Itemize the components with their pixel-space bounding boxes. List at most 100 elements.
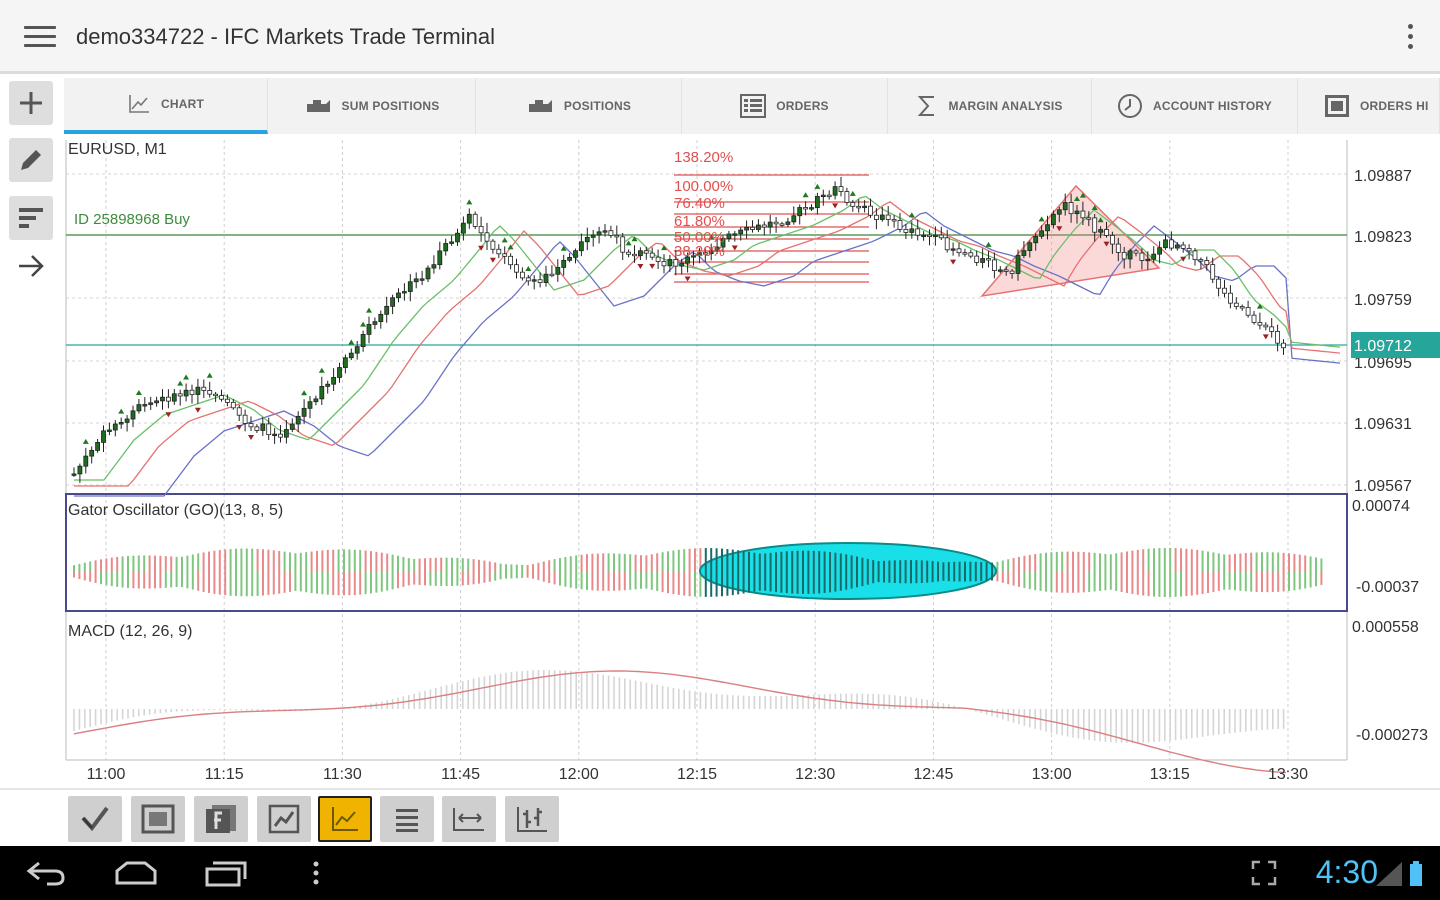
candle-body — [921, 234, 926, 238]
home-button[interactable] — [112, 854, 160, 892]
gator-scale-label: -0.00037 — [1356, 579, 1419, 596]
fractal-down — [1056, 226, 1063, 232]
candle-body — [95, 442, 101, 451]
price-axis-label: 1.09631 — [1354, 416, 1412, 433]
ellipse-drawing[interactable] — [699, 542, 997, 600]
candle-body — [1204, 260, 1210, 266]
width-icon — [453, 808, 484, 831]
candle-body — [584, 236, 590, 243]
candle-body — [472, 213, 478, 227]
candle-body — [927, 234, 932, 238]
fractal-down — [731, 245, 738, 251]
candle-body — [661, 261, 667, 267]
list-button[interactable] — [380, 796, 434, 842]
candle-body — [455, 232, 460, 243]
scale-button[interactable] — [442, 796, 496, 842]
candle-body — [708, 250, 714, 255]
draw-button[interactable] — [9, 138, 53, 182]
candle-body — [950, 248, 956, 251]
add-button[interactable] — [9, 81, 53, 125]
tab-orders[interactable]: ORDERS — [682, 78, 888, 134]
system-nav-bar: 4:30 — [0, 846, 1440, 900]
tab-orders-history[interactable]: ORDERS HI — [1298, 78, 1440, 134]
candle-body — [490, 240, 496, 250]
ohlc-icon — [517, 807, 547, 832]
candle-body — [77, 465, 83, 475]
tab-sum-positions[interactable]: SUM POSITIONS — [268, 78, 476, 134]
candle-body — [1257, 322, 1263, 326]
fractal-up — [560, 245, 567, 251]
candle-body — [1051, 213, 1056, 226]
candle-body — [1139, 252, 1145, 261]
candle-body — [437, 250, 443, 266]
candle-body — [862, 205, 867, 209]
position-label[interactable]: ID 25898968 Buy — [74, 211, 190, 228]
tab-chart[interactable]: CHART — [64, 78, 268, 134]
ohlc-bars-button[interactable] — [505, 796, 559, 842]
price-axis-label: 1.09759 — [1354, 292, 1412, 309]
screenshot-button[interactable] — [131, 796, 185, 842]
fractal-up — [366, 307, 372, 313]
menu-dots-button[interactable] — [306, 854, 326, 892]
candle-body — [496, 248, 502, 255]
macd-scale-label: 0.000558 — [1352, 619, 1419, 636]
list-icon — [740, 94, 767, 118]
candle-body — [1033, 235, 1039, 244]
checkmark-button[interactable] — [68, 796, 122, 842]
menu-icon[interactable] — [24, 24, 58, 50]
fib-label: 76.40% — [674, 195, 725, 212]
fractal-up — [177, 380, 184, 386]
candle-body — [1239, 306, 1245, 309]
pencil-icon — [21, 150, 41, 170]
candle-body — [224, 398, 230, 403]
gator-histogram — [73, 547, 1323, 598]
time-label: 13:30 — [1268, 766, 1308, 783]
frame-icon — [141, 804, 175, 834]
fullscreen-button[interactable] — [1248, 854, 1280, 892]
candle-body — [1180, 244, 1186, 249]
briefcase-icon — [306, 100, 330, 112]
tab-margin-analysis[interactable]: MARGIN ANALYSIS — [888, 78, 1092, 134]
tab-label: POSITIONS — [563, 99, 632, 113]
candle-body — [443, 243, 449, 252]
tab-account-history[interactable]: ACCOUNT HISTORY — [1092, 78, 1298, 134]
recents-button[interactable] — [202, 854, 250, 892]
candle-body — [974, 255, 980, 263]
fractal-down — [489, 257, 496, 263]
chart-canvas[interactable]: EURUSD, M1 ID 25898968 Buy Gator Oscilla… — [64, 134, 1440, 788]
fractal-up — [118, 408, 125, 414]
candle-body — [691, 255, 696, 258]
function-button[interactable] — [194, 796, 248, 842]
candle-body — [909, 228, 915, 233]
candle-body — [177, 393, 183, 397]
chart-area[interactable]: EURUSD, M1 ID 25898968 Buy Gator Oscilla… — [64, 134, 1440, 788]
candlestick-series — [71, 177, 1286, 483]
candle-body — [903, 228, 909, 233]
gator-panel-border — [65, 493, 1348, 612]
line-chart-button[interactable] — [318, 796, 372, 842]
candle-body — [844, 191, 850, 203]
fractal-down — [248, 434, 254, 440]
candle-body — [732, 233, 738, 236]
candle-body — [838, 186, 844, 192]
chart-type-button[interactable] — [257, 796, 311, 842]
navigate-button[interactable] — [9, 244, 53, 288]
candle-body — [744, 226, 749, 231]
candle-body — [626, 251, 631, 255]
overflow-menu-icon[interactable] — [1404, 22, 1416, 52]
fractal-down — [684, 276, 691, 282]
candle-body — [649, 252, 655, 258]
candle-body — [1216, 278, 1221, 289]
line-chart-icon — [332, 807, 358, 831]
indicators-button[interactable] — [9, 196, 53, 240]
candle-body — [183, 389, 189, 397]
candle-body — [1015, 255, 1021, 274]
candle-body — [608, 230, 614, 236]
candle-body — [1074, 210, 1080, 215]
candle-body — [885, 214, 891, 220]
candle-body — [579, 241, 584, 252]
tab-bar: CHART SUM POSITIONS POSITIONS ORDERS MAR… — [64, 78, 1440, 134]
back-button[interactable] — [24, 854, 68, 892]
candle-body — [508, 255, 514, 266]
tab-positions[interactable]: POSITIONS — [476, 78, 682, 134]
